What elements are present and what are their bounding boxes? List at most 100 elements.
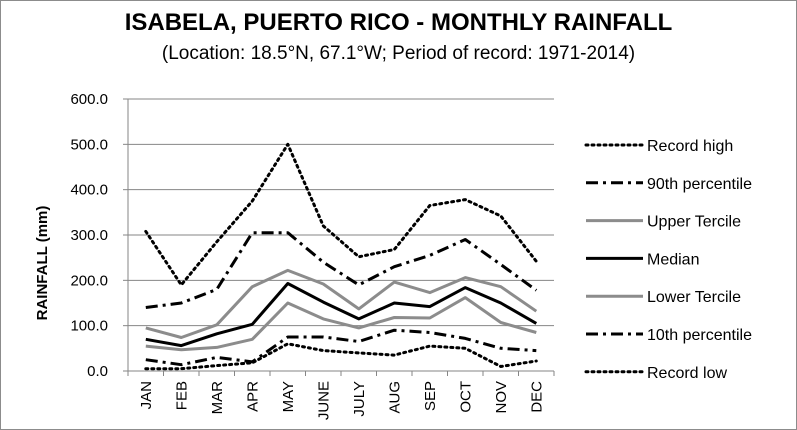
x-tick-label: JAN [138, 381, 155, 409]
data-point [464, 286, 467, 289]
data-point [393, 329, 396, 332]
data-point [251, 323, 254, 326]
data-point [393, 354, 396, 357]
data-point [464, 198, 467, 201]
legend-label: Median [647, 251, 699, 268]
data-point [428, 331, 431, 334]
data-point [180, 363, 183, 366]
data-point [180, 344, 183, 347]
data-point [357, 307, 360, 310]
y-tick-label: 400.0 [70, 182, 108, 199]
x-tick-label: SEP [422, 381, 439, 411]
data-point [535, 289, 538, 292]
x-tick-label: AUG [386, 381, 403, 414]
data-point [393, 265, 396, 268]
y-tick-label: 100.0 [70, 318, 108, 335]
data-point [535, 331, 538, 334]
data-point [393, 316, 396, 319]
data-point [428, 204, 431, 207]
data-point [357, 326, 360, 329]
chart-subtitle: (Location: 18.5°N, 67.1°W; Period of rec… [161, 43, 636, 64]
data-point [464, 347, 467, 350]
x-tick-label: OCT [457, 381, 474, 413]
series-line-record-low [144, 342, 538, 371]
data-point [144, 230, 147, 233]
data-point [180, 367, 183, 370]
series-line-10th-percentile [145, 328, 537, 367]
chart-title: ISABELA, PUERTO RICO - MONTHLY RAINFALL [124, 9, 673, 36]
data-point [286, 231, 289, 234]
y-axis-label: RAINFALL (mm) [34, 206, 51, 321]
y-tick-label: 0.0 [87, 363, 108, 380]
legend-label: Record high [647, 138, 733, 155]
data-point [428, 305, 431, 308]
data-point [144, 344, 147, 347]
x-tick-label: FEB [173, 381, 190, 410]
data-point [144, 326, 147, 329]
data-point [144, 367, 147, 370]
data-point [428, 316, 431, 319]
legend-label: Upper Tercile [647, 214, 741, 231]
x-tick-label: MAR [209, 381, 226, 415]
data-point [215, 323, 218, 326]
data-point [322, 317, 325, 320]
data-point [215, 332, 218, 335]
series-line-90th-percentile [145, 231, 538, 309]
data-point [286, 143, 289, 146]
x-tick-label: NOV [493, 381, 510, 414]
data-point [393, 248, 396, 251]
data-point [180, 283, 183, 286]
data-point [251, 199, 254, 202]
x-tick-label: MAY [280, 381, 297, 412]
data-point [464, 337, 467, 340]
data-point [251, 361, 254, 364]
data-point [499, 285, 502, 288]
data-point [322, 282, 325, 285]
data-point [322, 335, 325, 338]
data-point [464, 238, 467, 241]
y-tick-label: 200.0 [70, 272, 108, 289]
series-line-lower-tercile [145, 296, 537, 352]
data-point [180, 336, 183, 339]
y-tick-label: 300.0 [70, 227, 108, 244]
data-point [393, 301, 396, 304]
data-point [428, 254, 431, 257]
data-point [428, 291, 431, 294]
data-point [428, 344, 431, 347]
data-point [251, 338, 254, 341]
data-point [322, 349, 325, 352]
x-tick-label: DEC [528, 381, 545, 413]
series-line-upper-tercile [145, 268, 538, 339]
data-point [144, 338, 147, 341]
data-point [535, 260, 538, 263]
data-point [499, 214, 502, 217]
data-point [393, 281, 396, 284]
data-point [144, 306, 147, 309]
legend-label: 90th percentile [647, 176, 752, 193]
data-point [286, 282, 289, 285]
data-point [251, 285, 254, 288]
data-point [357, 351, 360, 354]
data-point [499, 347, 502, 350]
data-point [357, 255, 360, 258]
x-tick-label: APR [244, 381, 261, 412]
data-point [322, 300, 325, 303]
data-point [499, 321, 502, 324]
data-point [357, 283, 360, 286]
data-point [535, 349, 538, 352]
data-point [464, 296, 467, 299]
data-point [144, 358, 147, 361]
data-point [322, 261, 325, 264]
data-point [286, 301, 289, 304]
data-point [499, 263, 502, 266]
gridlines [128, 98, 554, 327]
data-point [286, 269, 289, 272]
data-point [464, 276, 467, 279]
data-point [286, 335, 289, 338]
y-tick-label: 500.0 [70, 136, 108, 153]
data-point [215, 364, 218, 367]
x-tick-label: JUNE [315, 381, 332, 420]
data-point [180, 348, 183, 351]
